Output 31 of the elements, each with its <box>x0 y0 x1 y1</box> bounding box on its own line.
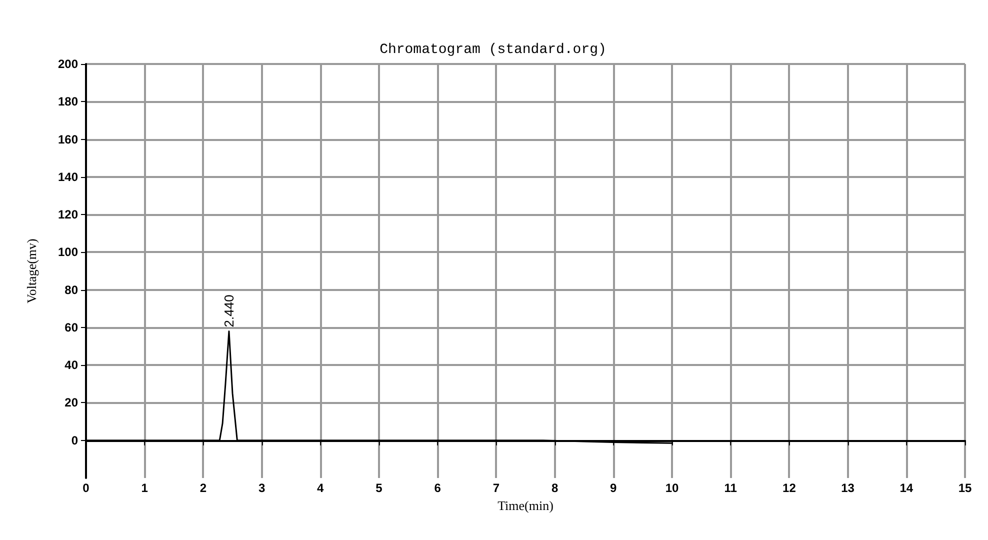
y-tick-label: 100 <box>58 245 78 260</box>
x-tick-label: 11 <box>724 481 738 495</box>
x-tick-label: 8 <box>551 481 558 495</box>
x-tick-label: 14 <box>900 481 914 495</box>
x-tick-label: 3 <box>258 481 266 495</box>
annotation: 2.440 <box>221 294 236 328</box>
x-tick-label: 0 <box>82 481 90 495</box>
y-tick-label: 0 <box>71 433 78 448</box>
x-tick-label: 4 <box>317 481 324 495</box>
x-axis-title: Time(min) <box>498 498 554 513</box>
chart-title: Chromatogram (standard.org) <box>380 42 606 58</box>
x-tick-label: 15 <box>958 481 972 495</box>
x-tick-label: 10 <box>665 481 679 495</box>
y-tick-label: 40 <box>64 358 78 372</box>
y-tick-label: 180 <box>58 94 78 109</box>
y-tick-label: 60 <box>64 320 78 334</box>
y-tick-label: 80 <box>64 282 78 297</box>
x-tick-label: 7 <box>492 481 500 495</box>
y-tick-label: 200 <box>58 57 78 71</box>
y-tick-label: 20 <box>64 396 78 410</box>
x-tick-label: 13 <box>841 481 855 495</box>
x-tick-label: 6 <box>434 481 442 495</box>
y-tick-label: 120 <box>58 208 78 222</box>
x-tick-label: 5 <box>376 481 383 495</box>
x-tick-label: 9 <box>610 481 618 495</box>
y-tick-label: 140 <box>58 170 78 184</box>
y-axis-title: Voltage(mv) <box>24 238 39 304</box>
x-tick-label: 1 <box>141 481 148 495</box>
x-tick-label: 2 <box>200 481 207 495</box>
y-tick-label: 160 <box>58 132 78 146</box>
x-tick-label: 12 <box>782 481 796 495</box>
